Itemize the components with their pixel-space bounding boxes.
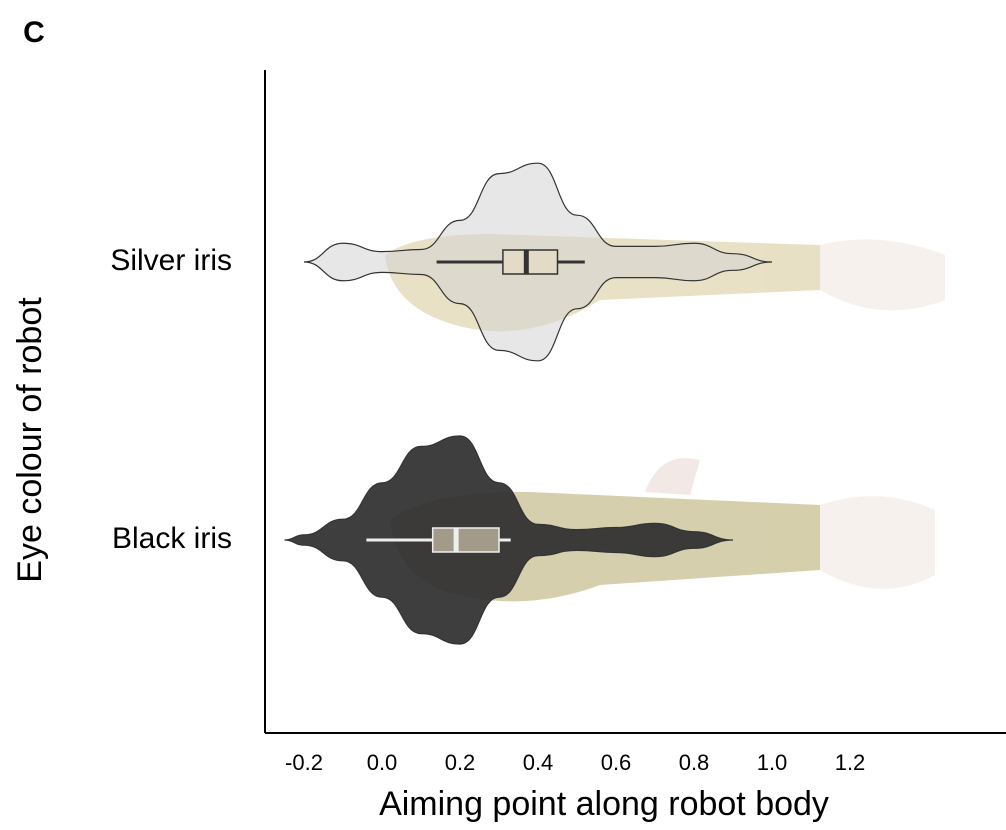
- y-axis-label: Eye colour of robot: [11, 297, 49, 583]
- x-tick-label: 0.4: [523, 750, 554, 775]
- x-tick-label: -0.2: [285, 750, 323, 775]
- x-tick-label: 0.8: [679, 750, 710, 775]
- x-tick-label: 0.0: [367, 750, 398, 775]
- panel-label: C: [23, 16, 45, 49]
- x-tick-label: 0.2: [445, 750, 476, 775]
- x-tick-label: 1.0: [757, 750, 788, 775]
- box: [433, 528, 499, 552]
- x-tick-label: 0.6: [601, 750, 632, 775]
- y-tick-label: Black iris: [112, 522, 232, 555]
- x-axis-label: Aiming point along robot body: [379, 785, 829, 823]
- box: [503, 250, 558, 274]
- x-tick-label: 1.2: [835, 750, 866, 775]
- y-tick-label: Silver iris: [110, 244, 232, 277]
- chart: C Aiming point along robot body Eye colo…: [0, 0, 1006, 830]
